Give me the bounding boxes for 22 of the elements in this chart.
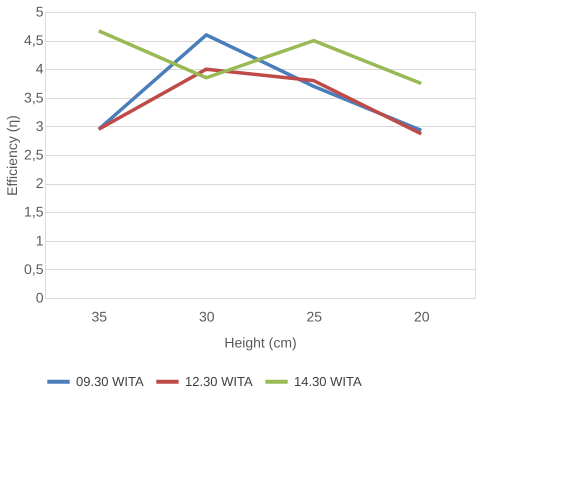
legend-label: 12.30 WITA <box>185 374 253 389</box>
x-tick-label: 25 <box>306 308 322 324</box>
x-axis-title: Height (cm) <box>224 334 297 350</box>
legend-label: 14.30 WITA <box>294 374 362 389</box>
y-axis-title: Efficiency (η) <box>4 115 20 196</box>
y-tick-label: 3,5 <box>24 89 44 106</box>
y-tick-label: 1,5 <box>24 204 44 220</box>
y-tick-label: 2 <box>36 175 44 192</box>
x-tick-label: 35 <box>91 308 108 324</box>
y-tick-label: 5 <box>36 4 44 20</box>
y-tick-label: 0,5 <box>24 260 44 277</box>
y-tick-label: 2,5 <box>24 146 44 162</box>
line-series <box>97 67 423 136</box>
x-tick-label: 30 <box>198 308 215 324</box>
legend-label: 09.30 WITA <box>76 374 144 389</box>
x-tick-label: 20 <box>414 308 430 324</box>
y-tick-label: 4 <box>36 60 44 77</box>
line-series <box>97 29 423 86</box>
y-tick-label: 3 <box>36 118 44 134</box>
y-tick-label: 0 <box>36 290 44 306</box>
y-tick-label: 1 <box>36 232 44 248</box>
y-tick-label: 4,5 <box>24 32 44 48</box>
